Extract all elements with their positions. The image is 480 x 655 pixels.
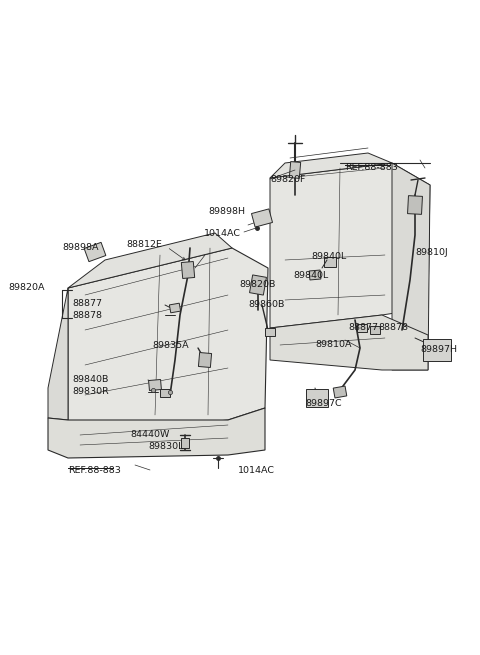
Text: 89830L: 89830L: [148, 442, 183, 451]
Polygon shape: [270, 315, 428, 370]
Text: 89840B: 89840B: [72, 375, 108, 384]
Text: 89810A: 89810A: [315, 340, 351, 349]
Polygon shape: [270, 153, 392, 178]
Text: 89840L: 89840L: [311, 252, 346, 261]
Polygon shape: [84, 242, 106, 261]
Text: 89820F: 89820F: [270, 175, 305, 184]
Polygon shape: [68, 248, 268, 435]
Polygon shape: [333, 386, 347, 398]
Polygon shape: [392, 163, 430, 370]
Text: 1014AC: 1014AC: [204, 229, 241, 238]
Text: 88877: 88877: [348, 323, 378, 332]
Text: 89830R: 89830R: [72, 387, 109, 396]
Polygon shape: [370, 326, 380, 334]
FancyBboxPatch shape: [423, 339, 451, 361]
Text: 89860B: 89860B: [248, 300, 284, 309]
Polygon shape: [324, 257, 336, 267]
Polygon shape: [160, 389, 170, 397]
Polygon shape: [252, 209, 273, 227]
Polygon shape: [181, 438, 189, 448]
Text: 89898H: 89898H: [208, 207, 245, 216]
FancyBboxPatch shape: [306, 389, 328, 407]
Text: 89835A: 89835A: [152, 341, 189, 350]
Text: 88812E: 88812E: [126, 240, 162, 249]
Polygon shape: [181, 261, 195, 278]
Text: 89840L: 89840L: [293, 271, 328, 280]
Text: 89810J: 89810J: [415, 248, 448, 257]
Text: 89820A: 89820A: [8, 283, 45, 292]
Text: 88878: 88878: [378, 323, 408, 332]
Text: 89897C: 89897C: [305, 399, 342, 408]
Text: 88878: 88878: [72, 311, 102, 320]
Polygon shape: [265, 328, 275, 336]
Text: 1014AC: 1014AC: [238, 466, 275, 475]
Polygon shape: [289, 162, 300, 178]
Polygon shape: [169, 303, 180, 313]
Text: REF.88-883: REF.88-883: [68, 466, 121, 475]
Polygon shape: [149, 379, 161, 390]
Polygon shape: [309, 270, 321, 280]
Text: 84440W: 84440W: [130, 430, 169, 439]
Text: REF.88-883: REF.88-883: [345, 163, 398, 172]
Polygon shape: [408, 196, 422, 214]
Polygon shape: [68, 233, 232, 288]
Text: 89898A: 89898A: [62, 243, 98, 252]
Polygon shape: [270, 163, 430, 328]
Polygon shape: [48, 408, 265, 458]
Text: 88877: 88877: [72, 299, 102, 308]
Polygon shape: [357, 324, 367, 332]
Polygon shape: [48, 288, 68, 420]
Polygon shape: [198, 352, 212, 367]
Text: 89897H: 89897H: [420, 345, 457, 354]
Polygon shape: [250, 275, 266, 295]
Text: 89820B: 89820B: [239, 280, 276, 289]
